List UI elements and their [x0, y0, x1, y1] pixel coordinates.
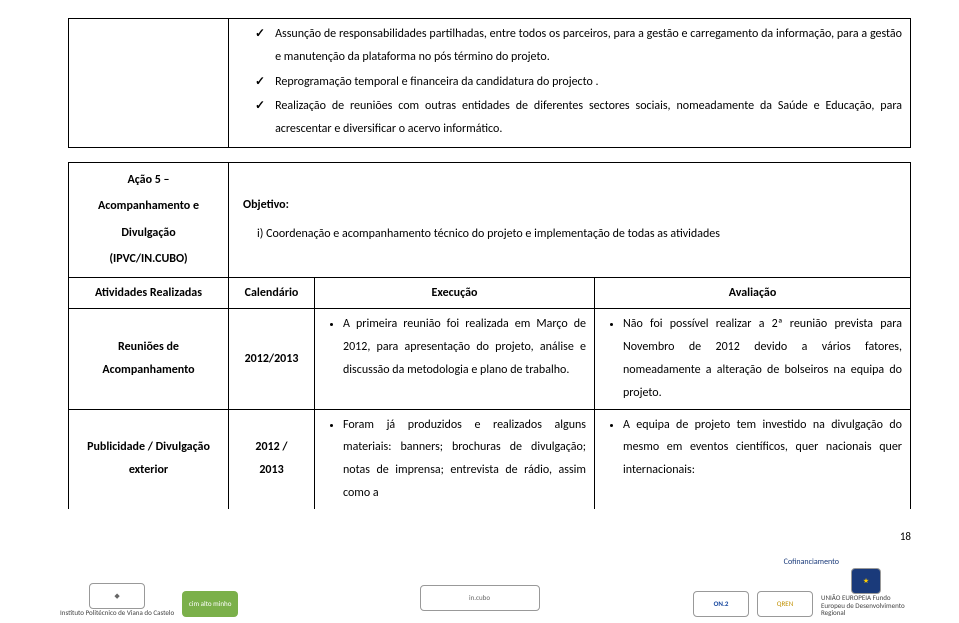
aval-bullet: A equipa de projeto tem investido na div…	[623, 414, 902, 482]
qren-logo: QREN	[757, 591, 813, 617]
activity-name-cell: Publicidade / Divulgação exterior	[69, 409, 229, 509]
check-icon: ✓	[255, 71, 265, 94]
activity-line: Reuniões de	[77, 336, 220, 359]
cim-logo-icon: cim alto minho	[182, 591, 238, 617]
incubo-logo-text: in.cubo	[420, 585, 540, 611]
calendar-value: 2012 /	[237, 436, 306, 459]
table-row: Publicidade / Divulgação exterior 2012 /…	[69, 409, 911, 509]
incubo-logo: in.cubo	[420, 585, 540, 611]
calendar-value: 2012/2013	[245, 352, 299, 366]
eu-logo: ★ UNIÃO EUROPEIA Fundo Europeu de Desenv…	[821, 568, 911, 617]
ipvc-logo-icon: ◆	[89, 583, 145, 609]
calendar-value: 2013	[237, 459, 306, 482]
objetivo-prefix: i)	[257, 227, 263, 241]
acao5-title-line: (IPVC/IN.CUBO)	[77, 246, 220, 272]
col-header-execucao: Execução	[315, 277, 595, 309]
acao5-table: Ação 5 – Acompanhamento e Divulgação (IP…	[68, 162, 911, 278]
acao5-title-line: Acompanhamento e	[77, 193, 220, 219]
objetivo-item: i) Coordenação e acompanhamento técnico …	[243, 223, 896, 246]
ipvc-logo-text: Instituto Politécnico de Viana do Castel…	[60, 609, 174, 617]
cim-logo: cim alto minho	[182, 591, 238, 617]
on2-logo-text: ON.2	[693, 591, 749, 617]
check-text: Assunção de responsabilidades partilhada…	[275, 23, 902, 69]
top-left-empty-cell	[69, 19, 229, 148]
check-icon: ✓	[255, 95, 265, 118]
check-text: Reprogramação temporal e financeira da c…	[275, 71, 902, 94]
aval-cell: A equipa de projeto tem investido na div…	[595, 409, 911, 509]
table-row: Reuniões de Acompanhamento 2012/2013 A p…	[69, 309, 911, 409]
footer-center-logo: in.cubo	[420, 585, 540, 611]
page-number: 18	[900, 530, 911, 543]
calendar-cell: 2012/2013	[229, 309, 315, 409]
eu-flag-icon: ★	[851, 568, 881, 594]
footer-left-logos: ◆ Instituto Politécnico de Viana do Cast…	[60, 583, 238, 617]
top-checklist-table: ✓ Assunção de responsabilidades partilha…	[68, 18, 911, 148]
calendar-cell: 2012 / 2013	[229, 409, 315, 509]
qren-logo-text: QREN	[757, 591, 813, 617]
acao5-objetivo-cell: Objetivo: i) Coordenação e acompanhament…	[229, 162, 911, 277]
col-header-avaliacao: Avaliação	[595, 277, 911, 309]
objetivo-text: Coordenação e acompanhamento técnico do …	[266, 227, 720, 241]
activities-header-row: Atividades Realizadas Calendário Execuçã…	[69, 277, 911, 309]
on2-logo: ON.2	[693, 591, 749, 617]
top-checklist-cell: ✓ Assunção de responsabilidades partilha…	[229, 19, 911, 148]
activity-line: Acompanhamento	[77, 359, 220, 382]
footer-right-logos: ON.2 QREN ★ UNIÃO EUROPEIA Fundo Europeu…	[693, 568, 911, 617]
ipvc-logo: ◆ Instituto Politécnico de Viana do Cast…	[60, 583, 174, 617]
check-item: ✓ Reprogramação temporal e financeira da…	[237, 71, 902, 94]
check-icon: ✓	[255, 23, 265, 46]
exec-cell: Foram já produzidos e realizados alguns …	[315, 409, 595, 509]
exec-bullet: Foram já produzidos e realizados alguns …	[343, 414, 586, 505]
acao5-title-cell: Ação 5 – Acompanhamento e Divulgação (IP…	[69, 162, 229, 277]
check-item: ✓ Assunção de responsabilidades partilha…	[237, 23, 902, 69]
acao5-title-line: Ação 5 –	[77, 167, 220, 193]
exec-cell: A primeira reunião foi realizada em Març…	[315, 309, 595, 409]
aval-bullet: Não foi possível realizar a 2ª reunião p…	[623, 313, 902, 404]
activity-name-cell: Reuniões de Acompanhamento	[69, 309, 229, 409]
objetivo-label: Objetivo:	[243, 194, 896, 217]
check-text: Realização de reuniões com outras entida…	[275, 95, 902, 141]
col-header-atividades: Atividades Realizadas	[69, 277, 229, 309]
aval-cell: Não foi possível realizar a 2ª reunião p…	[595, 309, 911, 409]
cofin-label: Cofinanciamento	[784, 557, 839, 567]
exec-bullet: A primeira reunião foi realizada em Març…	[343, 313, 586, 381]
activity-line: exterior	[77, 459, 220, 482]
activities-table: Atividades Realizadas Calendário Execuçã…	[68, 277, 911, 509]
acao5-title-line: Divulgação	[77, 220, 220, 246]
col-header-calendario: Calendário	[229, 277, 315, 309]
check-item: ✓ Realização de reuniões com outras enti…	[237, 95, 902, 141]
eu-logo-text: UNIÃO EUROPEIA Fundo Europeu de Desenvol…	[821, 594, 911, 617]
activity-line: Publicidade / Divulgação	[77, 436, 220, 459]
